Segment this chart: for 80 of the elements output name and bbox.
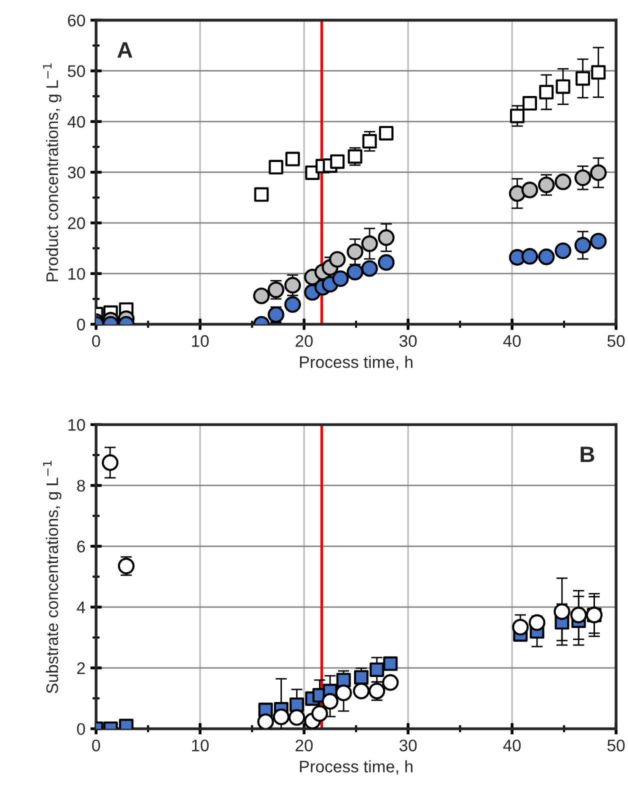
point — [361, 260, 378, 277]
point — [570, 606, 587, 624]
point — [378, 229, 395, 246]
point — [332, 270, 349, 287]
x-tick-label: 10 — [192, 740, 209, 752]
y-axis-title: Product concentrations, g L$^{−1}$ — [43, 63, 62, 282]
point — [528, 614, 546, 631]
y-tick-label: 0 — [77, 723, 86, 735]
point — [590, 164, 607, 182]
y-tick-label: 40 — [68, 116, 86, 128]
y-tick-label: 8 — [77, 480, 85, 492]
point — [290, 697, 304, 712]
point — [574, 236, 592, 254]
y-axis-title: Substrate concentrations, g L$^{−1}$ — [43, 460, 62, 694]
x-tick-label: 20 — [296, 335, 313, 347]
point — [311, 705, 328, 722]
point — [591, 65, 606, 80]
point — [383, 656, 398, 671]
x-axis-title: Process time, h — [300, 760, 412, 774]
point — [522, 96, 538, 111]
point — [510, 108, 525, 124]
y-tick-label: 6 — [77, 540, 85, 552]
point — [322, 693, 338, 710]
point — [102, 454, 118, 471]
x-tick-label: 40 — [503, 740, 521, 752]
y-tick-label: 60 — [68, 14, 86, 26]
annotation: B — [580, 446, 594, 462]
point — [257, 713, 274, 729]
point — [378, 126, 394, 140]
x-tick-label: 30 — [399, 335, 417, 347]
point — [362, 134, 377, 149]
point — [361, 235, 378, 252]
x-tick-label: 10 — [192, 335, 209, 347]
x-tick-label: 0 — [92, 335, 100, 347]
annotation: A — [117, 42, 132, 58]
point — [554, 174, 572, 190]
point — [382, 674, 399, 691]
point — [330, 154, 345, 169]
x-tick-label: 50 — [607, 740, 625, 752]
point — [378, 254, 395, 271]
y-tick-label: 50 — [68, 65, 86, 78]
point — [521, 248, 538, 265]
x-tick-label: 40 — [503, 335, 521, 347]
point — [590, 232, 607, 250]
point — [370, 662, 384, 677]
x-tick-label: 50 — [607, 335, 625, 347]
x-tick-label: 20 — [296, 740, 313, 752]
point — [285, 152, 300, 166]
point — [272, 708, 290, 726]
point — [288, 709, 306, 726]
x-tick-label: 0 — [92, 740, 100, 752]
point — [329, 251, 346, 268]
point — [354, 670, 369, 685]
point — [284, 296, 301, 313]
point — [512, 618, 529, 636]
point — [346, 243, 364, 260]
point — [254, 187, 269, 202]
y-tick-label: 20 — [68, 217, 86, 230]
y-tick-label: 0 — [77, 318, 86, 330]
point — [268, 160, 284, 174]
point — [284, 276, 301, 294]
y-tick-label: 30 — [68, 166, 86, 178]
point — [352, 682, 370, 700]
point — [253, 288, 270, 304]
point — [335, 684, 352, 702]
x-tick-label: 30 — [399, 740, 417, 752]
point — [554, 242, 572, 260]
point — [556, 79, 570, 94]
point — [574, 169, 592, 186]
x-axis-title: Process time, h — [300, 356, 412, 370]
point — [576, 71, 590, 86]
y-tick-label: 10 — [68, 419, 86, 431]
point — [346, 264, 364, 280]
point — [554, 603, 570, 620]
point — [521, 182, 538, 198]
y-tick-label: 4 — [76, 602, 86, 614]
point — [539, 84, 554, 100]
y-tick-label: 2 — [77, 662, 85, 674]
point — [538, 248, 555, 266]
y-tick-label: 10 — [68, 268, 86, 280]
